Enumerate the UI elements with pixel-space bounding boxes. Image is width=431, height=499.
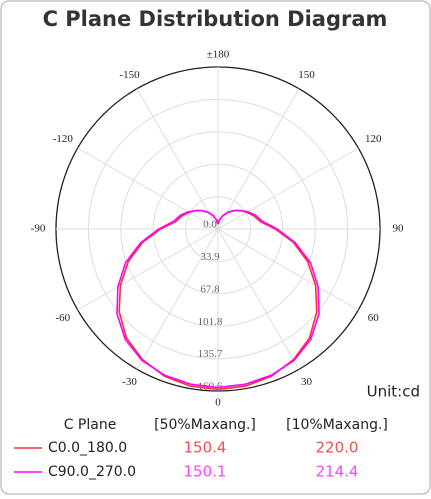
table-header: [10%Maxang.]: [286, 417, 388, 433]
grid-spoke: [217, 228, 359, 311]
beam-angle: 150.4: [184, 439, 227, 457]
radial-tick-label: 101.8: [198, 316, 223, 328]
angle-tick-label: 30: [301, 376, 313, 388]
unit-label: Unit:cd: [367, 383, 420, 401]
angle-tick-label: -90: [31, 223, 46, 235]
grid-spoke: [217, 88, 300, 230]
legend-label: C0.0_180.0: [48, 440, 127, 456]
table-header: C Plane: [64, 417, 117, 433]
table-header: [50%Maxang.]: [154, 417, 256, 433]
grid-spoke: [77, 228, 219, 311]
angle-tick-label: 0: [215, 397, 221, 409]
grid-spoke: [217, 147, 359, 230]
angle-tick-label: ±180: [207, 49, 230, 61]
radial-tick-label: 67.8: [200, 283, 220, 295]
chart-title: C Plane Distribution Diagram: [43, 7, 388, 31]
beam-angle: 150.1: [184, 463, 227, 481]
angle-tick-label: 150: [298, 69, 315, 81]
angle-tick-label: 120: [365, 133, 382, 145]
angle-tick-label: 90: [393, 223, 405, 235]
angle-tick-label: 60: [368, 312, 380, 324]
grid-spoke: [77, 147, 219, 230]
angle-tick-label: -30: [122, 376, 137, 388]
grid-spoke: [136, 88, 219, 230]
grid-spoke: [217, 228, 300, 370]
legend-label: C90.0_270.0: [48, 464, 136, 480]
grid-spoke: [136, 228, 219, 370]
beam-angle: 214.4: [316, 463, 359, 481]
radial-tick-label: 135.7: [198, 348, 223, 360]
angle-tick-label: -150: [119, 69, 140, 81]
angle-tick-label: -120: [53, 133, 74, 145]
beam-angle: 220.0: [316, 439, 359, 457]
angle-tick-label: -60: [55, 312, 70, 324]
series-line: [116, 209, 320, 389]
radial-tick-label: 33.9: [200, 251, 220, 263]
radial-tick-label: 0.0: [203, 219, 217, 231]
